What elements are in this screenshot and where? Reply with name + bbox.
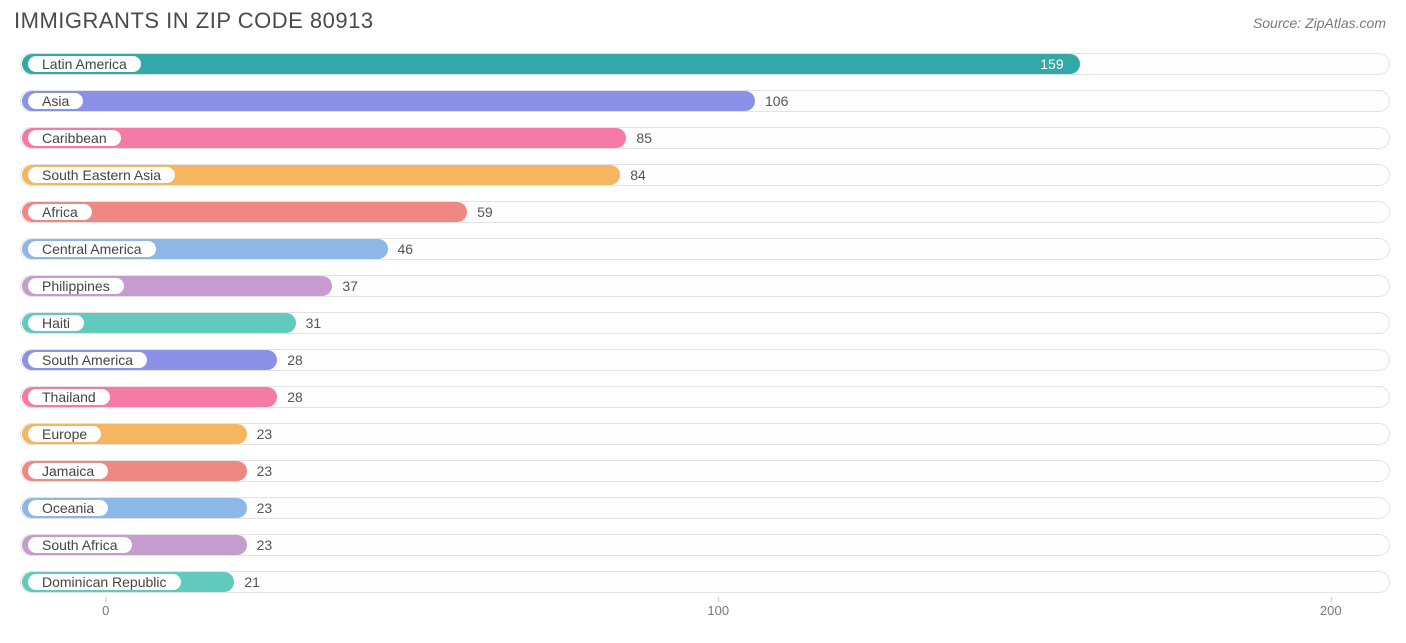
bar-label-pill: Thailand <box>26 387 112 407</box>
bar-row: Latin America 159 <box>20 48 1394 80</box>
bar-value: 106 <box>765 85 788 117</box>
bar-label: Oceania <box>42 501 94 515</box>
bar-label: South Africa <box>42 538 118 552</box>
bar-label-pill: Europe <box>26 424 103 444</box>
bar-value: 23 <box>257 529 273 561</box>
bar-label: Philippines <box>42 279 110 293</box>
bar-row: Philippines 37 <box>20 270 1394 302</box>
bar-label-pill: Central America <box>26 239 158 259</box>
bar-label: Africa <box>42 205 78 219</box>
bar-value: 31 <box>306 307 322 339</box>
bar-fill <box>22 54 1080 74</box>
bar-value: 21 <box>244 566 260 598</box>
bar-label: Haiti <box>42 316 70 330</box>
bar-label: Caribbean <box>42 131 107 145</box>
bar-row: Jamaica 23 <box>20 455 1394 487</box>
bar-value: 23 <box>257 418 273 450</box>
bar-chart: Latin America 159 Asia 106 Caribbean 85 South … <box>14 48 1394 627</box>
bar-label: South Eastern Asia <box>42 168 161 182</box>
bar-value: 28 <box>287 344 303 376</box>
axis-tick: 100 <box>707 603 729 618</box>
bar-label-pill: Dominican Republic <box>26 572 183 592</box>
bar-value: 23 <box>257 455 273 487</box>
bar-value: 46 <box>398 233 414 265</box>
chart-container: IMMIGRANTS IN ZIP CODE 80913 Source: Zip… <box>0 0 1406 631</box>
bar-label-pill: Latin America <box>26 54 143 74</box>
bar-label-pill: Asia <box>26 91 85 111</box>
bar-value: 28 <box>287 381 303 413</box>
bar-label: South America <box>42 353 133 367</box>
bar-value: 23 <box>257 492 273 524</box>
bar-row: Asia 106 <box>20 85 1394 117</box>
bar-row: Haiti 31 <box>20 307 1394 339</box>
bar-value: 84 <box>630 159 646 191</box>
bar-value: 85 <box>636 122 652 154</box>
bar-row: Oceania 23 <box>20 492 1394 524</box>
bar-value: 37 <box>342 270 358 302</box>
bar-row: South America 28 <box>20 344 1394 376</box>
chart-header: IMMIGRANTS IN ZIP CODE 80913 Source: Zip… <box>14 8 1394 34</box>
axis-tick: 0 <box>102 603 109 618</box>
bar-value: 159 <box>1040 48 1063 80</box>
bar-label: Thailand <box>42 390 96 404</box>
bar-label: Europe <box>42 427 87 441</box>
bar-label: Jamaica <box>42 464 94 478</box>
bar-value: 59 <box>477 196 493 228</box>
bar-label-pill: South America <box>26 350 149 370</box>
bar-label: Latin America <box>42 57 127 71</box>
bar-fill <box>22 91 755 111</box>
axis-tick: 200 <box>1320 603 1342 618</box>
bar-row: South Africa 23 <box>20 529 1394 561</box>
chart-title: IMMIGRANTS IN ZIP CODE 80913 <box>14 8 374 34</box>
bar-label-pill: Jamaica <box>26 461 110 481</box>
bar-row: Dominican Republic 21 <box>20 566 1394 598</box>
bar-row: Thailand 28 <box>20 381 1394 413</box>
bar-label-pill: Caribbean <box>26 128 123 148</box>
bar-label-pill: Philippines <box>26 276 126 296</box>
bar-label-pill: South Africa <box>26 535 134 555</box>
bar-row: Central America 46 <box>20 233 1394 265</box>
bar-label-pill: Africa <box>26 202 94 222</box>
bar-row: Caribbean 85 <box>20 122 1394 154</box>
bar-row: Europe 23 <box>20 418 1394 450</box>
bar-row: South Eastern Asia 84 <box>20 159 1394 191</box>
x-axis: 0 100 200 <box>20 603 1394 627</box>
bar-label-pill: South Eastern Asia <box>26 165 177 185</box>
bar-label: Central America <box>42 242 142 256</box>
bar-label: Dominican Republic <box>42 575 167 589</box>
bar-label-pill: Haiti <box>26 313 86 333</box>
bar-label: Asia <box>42 94 69 108</box>
bar-row: Africa 59 <box>20 196 1394 228</box>
bar-label-pill: Oceania <box>26 498 110 518</box>
chart-source: Source: ZipAtlas.com <box>1253 15 1394 31</box>
